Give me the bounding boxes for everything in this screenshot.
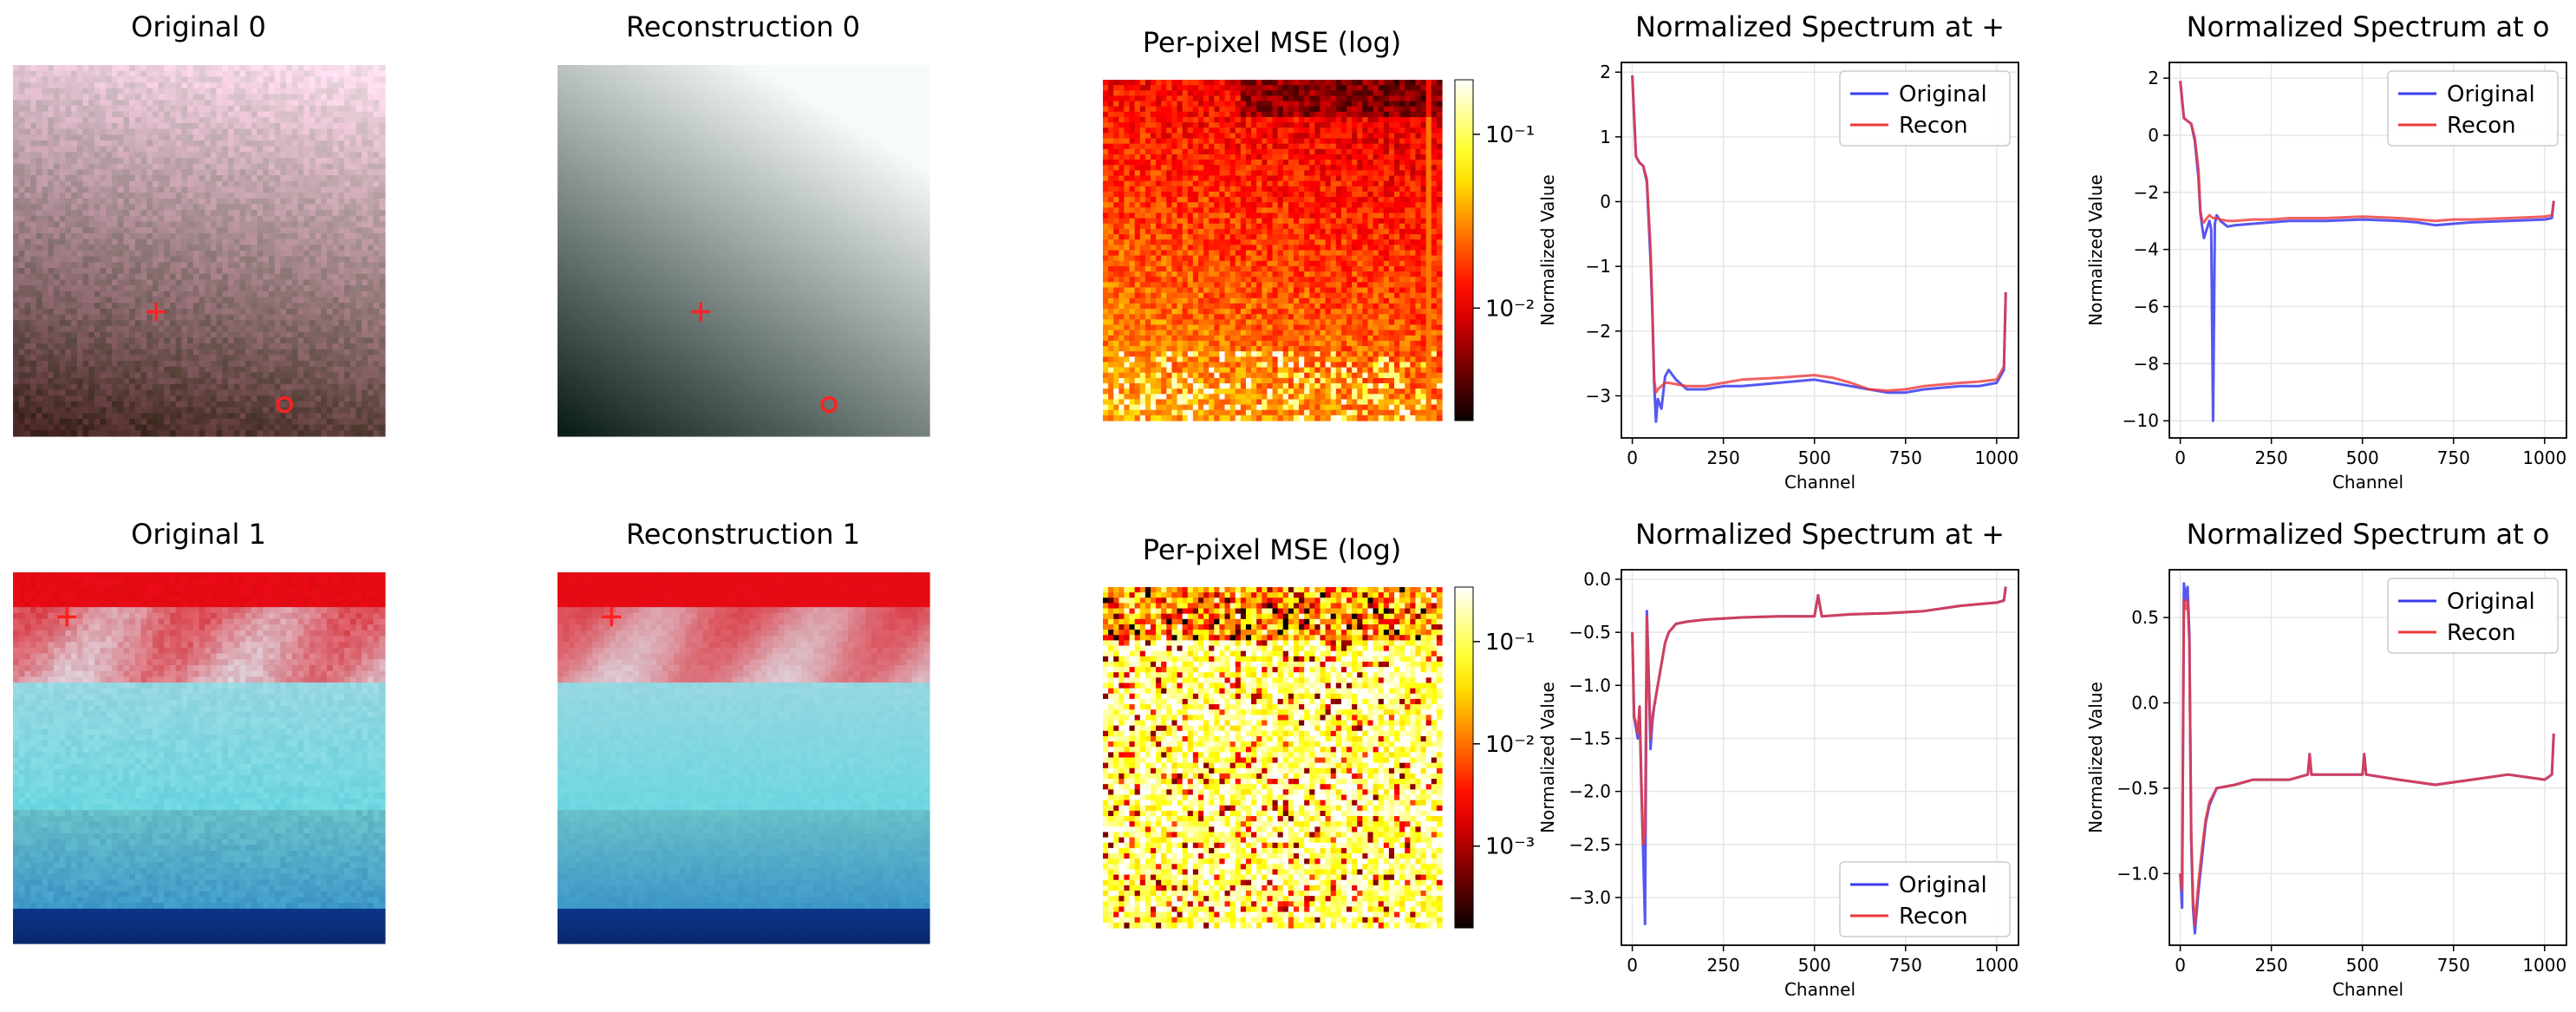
legend-label: Original	[2447, 589, 2535, 615]
x-axis-label: Channel	[1784, 979, 1855, 1000]
chart-title: Normalized Spectrum at +	[1635, 518, 2005, 551]
legend-label: Original	[2447, 82, 2535, 108]
colorbar-tick-label: 10⁻³	[1485, 834, 1535, 860]
chart-title: Normalized Spectrum at o	[2187, 10, 2550, 43]
y-tick-label: −1.5	[1568, 728, 1611, 748]
image-panel-reconstruction-0: Reconstruction 0	[558, 10, 930, 437]
panel-title: Reconstruction 0	[626, 10, 860, 43]
legend-label: Recon	[1899, 904, 1968, 930]
spectrum-chart-0: Normalized Spectrum at + 0 250 500 750 1000 2 1…	[1537, 10, 2018, 493]
colorbar	[1455, 80, 1473, 421]
image-panel-reconstruction-1: Reconstruction 1	[558, 518, 930, 944]
x-tick-label: 250	[1707, 447, 1740, 468]
y-tick-label: −2	[2134, 182, 2159, 203]
y-axis-label: Normalized Value	[2085, 682, 2106, 833]
y-tick-label: −10	[2123, 410, 2159, 431]
x-tick-label: 1000	[2522, 955, 2566, 976]
y-tick-label: −3	[1586, 385, 1611, 406]
spectrum-chart-3: Normalized Spectrum at o 0 250 500 750 1000 0.…	[2085, 518, 2566, 1000]
y-tick-label: −0.5	[1568, 622, 1611, 643]
x-tick-label: 250	[2255, 447, 2288, 468]
reconstruction-1-image	[558, 572, 930, 944]
x-tick-label: 500	[2346, 447, 2379, 468]
panel-title: Reconstruction 1	[626, 518, 860, 551]
x-tick-label: 0	[1627, 955, 1638, 976]
y-tick-label: −2.5	[1568, 834, 1611, 855]
x-tick-label: 750	[2437, 447, 2470, 468]
x-tick-label: 750	[2437, 955, 2470, 976]
original-0-image	[13, 65, 386, 437]
y-tick-label: 0.5	[2131, 607, 2159, 628]
y-tick-label: −1.0	[1568, 675, 1611, 695]
y-tick-label: 1	[1600, 127, 1611, 147]
x-tick-label: 0	[1627, 447, 1638, 468]
x-tick-label: 0	[2175, 447, 2186, 468]
x-axis-label: Channel	[2332, 979, 2403, 1000]
x-tick-label: 1000	[2522, 447, 2566, 468]
panel-title: Original 0	[131, 10, 266, 43]
colorbar-tick-label: 10⁻²	[1485, 296, 1535, 322]
x-tick-label: 500	[1798, 447, 1831, 468]
legend-label: Recon	[1899, 113, 1968, 139]
y-tick-label: 0.0	[1583, 569, 1611, 590]
mse-map-0: Per-pixel MSE (log) 10⁻¹ 10⁻²	[1103, 26, 1535, 421]
mse-title: Per-pixel MSE (log)	[1143, 533, 1401, 566]
y-tick-label: −0.5	[2116, 778, 2159, 799]
colorbar	[1455, 587, 1473, 928]
panel-title: Original 1	[131, 518, 266, 551]
y-tick-label: 2	[1600, 62, 1611, 82]
legend-label: Recon	[2447, 620, 2516, 646]
legend-label: Original	[1899, 872, 1987, 898]
x-tick-label: 750	[1889, 447, 1922, 468]
chart-title: Normalized Spectrum at o	[2187, 518, 2550, 551]
x-tick-label: 1000	[1974, 447, 2018, 468]
y-tick-label: −3.0	[1568, 887, 1611, 908]
x-tick-label: 250	[2255, 955, 2288, 976]
y-axis-label: Normalized Value	[2085, 174, 2106, 326]
y-tick-label: 0.0	[2131, 693, 2159, 714]
legend-label: Original	[1899, 82, 1987, 108]
spectrum-chart-2: Normalized Spectrum at + 0 250 500 750 1000 0.…	[1537, 518, 2018, 1000]
x-tick-label: 500	[2346, 955, 2379, 976]
legend-label: Recon	[2447, 113, 2516, 139]
image-panel-original-0: Original 0	[13, 10, 386, 437]
y-axis-label: Normalized Value	[1537, 174, 1558, 326]
series-line-recon	[1633, 587, 2006, 845]
image-panel-original-1: Original 1	[13, 518, 386, 944]
x-axis-label: Channel	[1784, 472, 1855, 493]
y-axis-label: Normalized Value	[1537, 682, 1558, 833]
x-tick-label: 750	[1889, 955, 1922, 976]
y-tick-label: −1.0	[2116, 863, 2159, 884]
y-tick-label: 0	[1600, 192, 1611, 212]
chart-title: Normalized Spectrum at +	[1635, 10, 2005, 43]
x-tick-label: 0	[2175, 955, 2186, 976]
y-tick-label: 2	[2148, 68, 2159, 88]
y-tick-label: −2.0	[1568, 781, 1611, 802]
y-tick-label: −6	[2134, 297, 2159, 317]
spectrum-chart-1: Normalized Spectrum at o 0 250 500 750 1000 2 0…	[2085, 10, 2566, 493]
y-tick-label: −2	[1586, 321, 1611, 342]
x-axis-label: Channel	[2332, 472, 2403, 493]
reconstruction-0-image	[558, 65, 930, 437]
figure: Original 0 Reconstruction 0 Original 1 R…	[0, 0, 2576, 1012]
y-tick-label: −8	[2134, 353, 2159, 374]
x-tick-label: 1000	[1974, 955, 2018, 976]
x-tick-label: 500	[1798, 955, 1831, 976]
colorbar-tick-label: 10⁻²	[1485, 732, 1535, 758]
colorbar-tick-label: 10⁻¹	[1485, 122, 1535, 148]
y-tick-label: 0	[2148, 125, 2159, 146]
x-tick-label: 250	[1707, 955, 1740, 976]
original-1-image	[13, 572, 386, 944]
y-tick-label: −1	[1586, 256, 1611, 277]
colorbar-tick-label: 10⁻¹	[1485, 630, 1535, 656]
mse-map-1: Per-pixel MSE (log) 10⁻¹ 10⁻² 10⁻³	[1103, 533, 1535, 929]
y-tick-label: −4	[2134, 239, 2159, 260]
mse-title: Per-pixel MSE (log)	[1143, 26, 1401, 59]
